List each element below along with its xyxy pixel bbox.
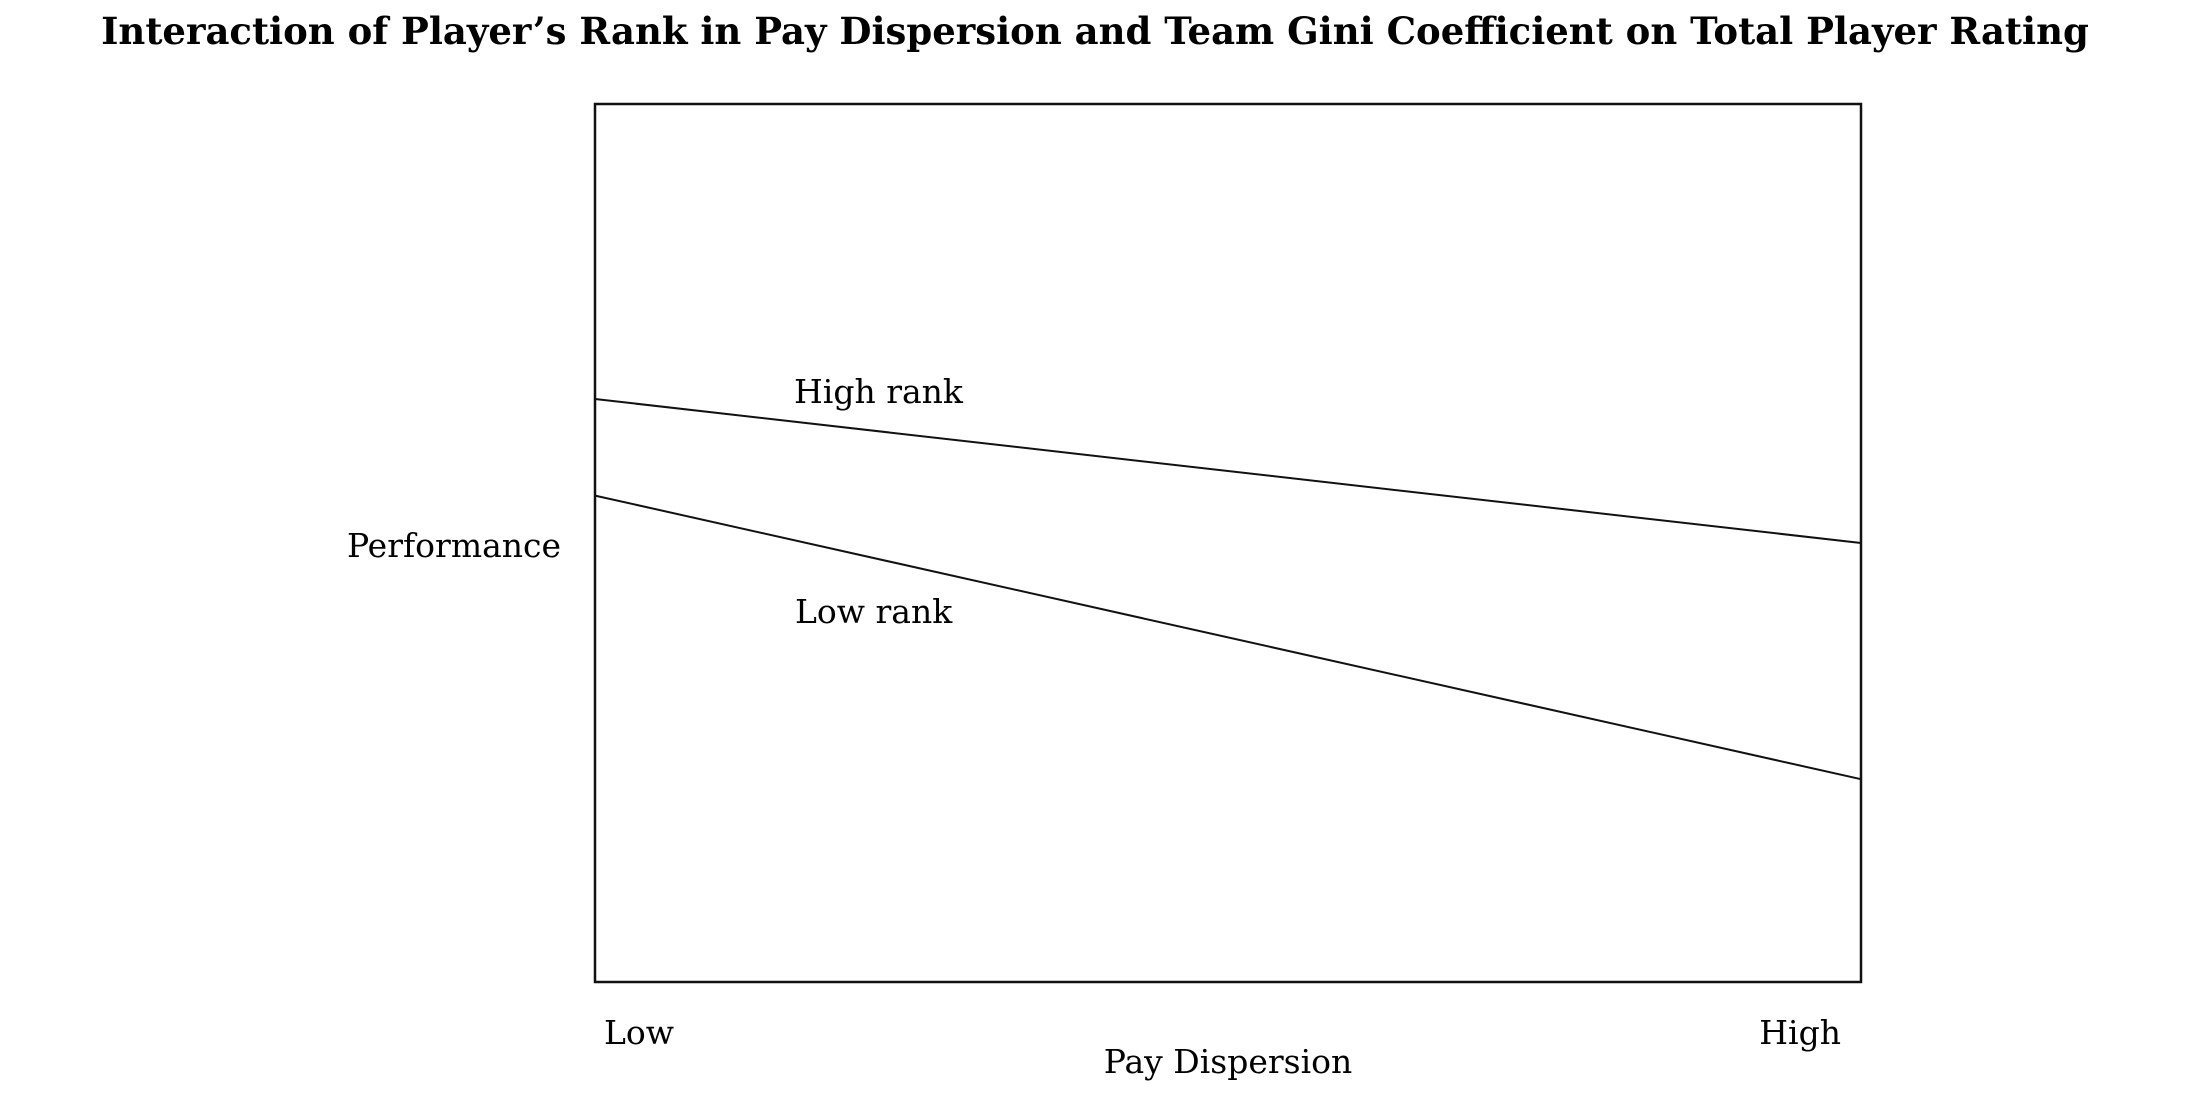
x-tick-label-low: Low (604, 1013, 674, 1052)
series-line-low-rank (594, 494, 1862, 781)
series-label-high-rank: High rank (794, 372, 964, 411)
chart-title: Interaction of Player’s Rank in Pay Disp… (101, 9, 2089, 53)
x-tick-label-high: High (1759, 1013, 1841, 1052)
plot-frame (593, 102, 1863, 984)
y-axis-label: Performance (347, 526, 561, 565)
series-label-low-rank: Low rank (795, 592, 953, 631)
x-axis-label: Pay Dispersion (1104, 1042, 1353, 1081)
series-layer (594, 398, 1862, 781)
series-line-high-rank (594, 398, 1862, 544)
